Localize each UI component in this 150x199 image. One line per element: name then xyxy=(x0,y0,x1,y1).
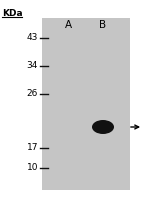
Text: 10: 10 xyxy=(27,164,38,173)
Text: KDa: KDa xyxy=(2,9,23,18)
Text: 17: 17 xyxy=(27,143,38,152)
Text: 26: 26 xyxy=(27,90,38,99)
Text: 34: 34 xyxy=(27,61,38,70)
Bar xyxy=(42,18,130,190)
Text: A: A xyxy=(64,20,72,30)
Text: B: B xyxy=(99,20,106,30)
Text: 43: 43 xyxy=(27,33,38,43)
Ellipse shape xyxy=(92,120,114,134)
